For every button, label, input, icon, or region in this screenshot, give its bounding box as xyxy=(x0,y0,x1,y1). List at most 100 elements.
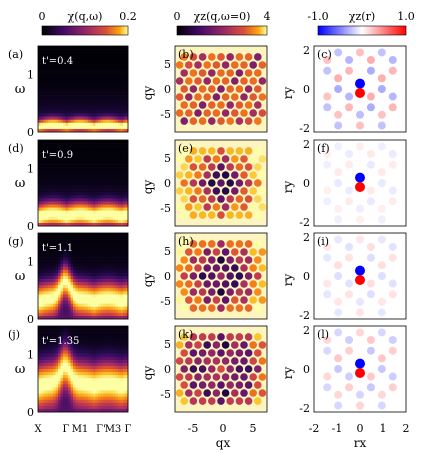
spectrum-cell xyxy=(75,248,79,252)
spectrum-cell xyxy=(118,186,121,190)
spectrum-cell xyxy=(58,402,61,407)
spectrum-cell xyxy=(120,146,124,150)
spectrum-cell xyxy=(98,236,101,240)
spectrum-cell xyxy=(110,173,114,178)
spectrum-cell xyxy=(75,107,79,111)
spectrum-cell xyxy=(48,70,51,74)
spectrum-cell xyxy=(48,266,51,271)
omega-tick: 0 xyxy=(27,126,34,139)
spectrum-cell xyxy=(90,201,94,205)
spectrum-cell xyxy=(43,303,46,308)
spectrum-cell xyxy=(110,213,114,218)
momentum-dot xyxy=(194,357,202,365)
spectrum-cell xyxy=(95,213,99,218)
momentum-dot xyxy=(175,61,184,69)
spectrum-cell xyxy=(125,213,129,218)
spectrum-cell xyxy=(80,52,84,56)
spectrum-cell xyxy=(98,326,101,330)
colorbar-col1-label: χ(q,ω) xyxy=(68,10,103,23)
spectrum-cell xyxy=(38,101,41,105)
spectrum-frame xyxy=(37,139,129,227)
spectrum-cell xyxy=(38,92,41,96)
spectrum-cell xyxy=(95,207,99,211)
spectrum-cell xyxy=(95,49,99,53)
spectrum-cell xyxy=(43,405,46,410)
momentum-dot xyxy=(189,304,198,312)
spectrum-cell xyxy=(38,52,41,56)
spectrum-cell xyxy=(110,70,114,74)
spectrum-cell xyxy=(85,119,89,124)
spectrum-cell xyxy=(63,303,66,308)
spectrum-cell xyxy=(115,64,119,68)
spectrum-cell xyxy=(48,396,51,401)
spectrum-cell xyxy=(125,95,129,99)
momentum-dot xyxy=(185,61,193,69)
spectrum-cell xyxy=(53,122,56,127)
spectrum-cell xyxy=(40,79,44,84)
spectrum-cell xyxy=(78,408,81,413)
spectrum-cell xyxy=(63,210,66,215)
spectrum-cell xyxy=(60,98,64,102)
spectrum-cell xyxy=(98,365,101,370)
spectrum-cell xyxy=(100,207,104,211)
spectrum-cell xyxy=(123,266,126,271)
spectrum-cell xyxy=(43,64,46,68)
spectrum-cell xyxy=(113,98,116,102)
spectrum-cell xyxy=(85,350,89,354)
spectrum-cell xyxy=(105,128,109,133)
spectrum-cell xyxy=(73,269,76,274)
spectrum-cell xyxy=(53,183,56,187)
spectrum-cell xyxy=(120,58,124,62)
spectrum-cell xyxy=(110,201,114,205)
spectrum-cell xyxy=(100,149,104,153)
spectrum-cell xyxy=(103,107,106,111)
spectrum-cell xyxy=(55,140,59,144)
spectrum-cell xyxy=(103,288,106,292)
spectrum-cell xyxy=(50,219,54,224)
spectrum-cell xyxy=(38,179,41,184)
spectrum-cell xyxy=(58,128,61,133)
spectrum-cell xyxy=(45,122,49,127)
spectrum-cell xyxy=(98,213,101,218)
spectrum-cell xyxy=(55,128,59,133)
spin-dot xyxy=(334,142,343,151)
spectrum-cell xyxy=(83,146,86,150)
spectrum-cell xyxy=(100,282,104,286)
spectrum-cell xyxy=(123,204,126,208)
spectrum-cell xyxy=(75,303,79,308)
spectrum-cell xyxy=(48,189,51,193)
spectrum-cell xyxy=(95,239,99,243)
spectrum-cell xyxy=(43,338,46,342)
spectrum-cell xyxy=(45,79,49,84)
spectrum-cell xyxy=(60,222,64,227)
spectrum-cell xyxy=(93,356,96,361)
spectrum-cell xyxy=(110,272,114,277)
spectrum-cell xyxy=(58,266,61,271)
spectrum-cell xyxy=(68,58,71,62)
spectrum-cell xyxy=(88,266,91,271)
spectrum-cell xyxy=(53,82,56,87)
spectrum-cell xyxy=(45,291,49,295)
spectrum-cell xyxy=(83,186,86,190)
spectrum-cell xyxy=(50,372,54,376)
spectrum-cell xyxy=(95,248,99,252)
spectrum-cell xyxy=(68,408,71,413)
spectrum-cell xyxy=(55,113,59,117)
momentum-dot xyxy=(189,211,198,219)
spectrum-cell xyxy=(43,312,46,317)
spectrum-cell xyxy=(105,381,109,385)
spectrum-cell xyxy=(123,219,126,224)
spectrum-cell xyxy=(40,347,44,351)
spectrum-cell xyxy=(113,362,116,367)
spectrum-cell xyxy=(113,52,116,56)
spectrum-cell xyxy=(100,52,104,56)
spectrum-cell xyxy=(80,356,84,361)
spectrum-cell xyxy=(60,399,64,404)
spectrum-cell xyxy=(103,300,106,304)
spectrum-cell xyxy=(83,210,86,215)
spectrum-cell xyxy=(75,399,79,404)
spectrum-cell xyxy=(73,254,76,258)
spectrum-cell xyxy=(83,378,86,382)
spectrum-cell xyxy=(45,222,49,227)
spectrum-cell xyxy=(110,405,114,410)
